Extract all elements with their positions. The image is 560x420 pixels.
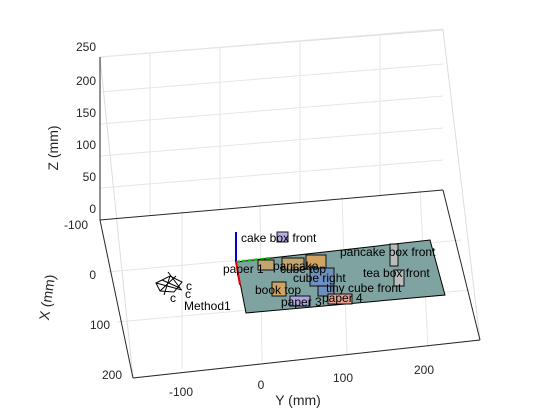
annotation-paper-3: paper 3 (281, 295, 322, 309)
annotation-cube-top: cube top (280, 262, 326, 276)
annotation-tea-box-front: tea box front (363, 266, 430, 280)
object-box-tea-box-front (393, 269, 405, 287)
object-box-paper-4 (327, 293, 353, 305)
z-axis-label: Z (mm) (45, 125, 61, 170)
grid-line-z (99, 28, 444, 58)
z-tick-label: 100 (76, 138, 96, 152)
x-tick-label: -100 (64, 218, 88, 232)
y-tick-label: 0 (258, 378, 265, 392)
z-tick-label: 0 (89, 202, 96, 216)
annotation-labels: cake box front pancake box front paper 1 pa… (223, 231, 436, 309)
y-tick-label: -100 (169, 385, 193, 399)
z-tick-label: 200 (76, 74, 96, 88)
y-tick-labels: -100 0 100 200 (169, 363, 434, 399)
camera-axis-label-2: c (185, 287, 191, 301)
camera-axis-label-3: c (170, 291, 176, 305)
camera-marker (155, 271, 183, 296)
y-tick-label: 100 (333, 371, 353, 385)
annotation-cake-box-front: cake box front (241, 231, 317, 245)
world-x-axis (235, 261, 241, 286)
object-box-book-top (271, 281, 287, 297)
grid-line-z (99, 63, 444, 93)
object-box-paper-3 (289, 295, 311, 307)
camera-axis-label-1: c (186, 279, 192, 293)
x-tick-labels: -100 0 100 200 (64, 218, 122, 382)
x-tick-label: 100 (90, 318, 110, 332)
object-box-paper-1 (257, 259, 275, 271)
grid-line-z (99, 159, 444, 189)
y-tick-label: 200 (414, 363, 434, 377)
annotation-tiny-cube-front: tiny cube front (326, 281, 402, 295)
annotation-paper-1: paper 1 (223, 262, 264, 276)
x-tick-label: 0 (89, 268, 96, 282)
y-axis-label: Y (mm) (275, 392, 321, 408)
annotation-cube-right: cube right (293, 271, 346, 285)
z-tick-label: 50 (83, 170, 97, 184)
object-box-pancake (281, 257, 305, 271)
x-axis-label: X (mm) (36, 273, 58, 321)
annotation-paper-4: paper 4 (322, 291, 363, 305)
z-tick-label: 250 (76, 40, 96, 54)
annotation-pancake: pancake (273, 259, 319, 273)
grid-line-z (99, 127, 444, 157)
object-box-cake-box-front (276, 231, 289, 243)
object-boxes (257, 231, 405, 307)
axes-frame (99, 29, 481, 379)
axis-edges (99, 57, 481, 379)
object-box-tiny-cube-front (317, 285, 335, 297)
z-tick-label: 150 (76, 106, 96, 120)
grid-line-z (99, 95, 444, 125)
z-tick-labels: 0 50 100 150 200 250 (76, 40, 96, 216)
annotation-pancake-box-front: pancake box front (340, 245, 436, 259)
annotation-book-top: book top (255, 283, 301, 297)
x-tick-label: 200 (102, 368, 122, 382)
camera-label: Method1 (184, 299, 231, 313)
object-box-pancake-box-front (389, 243, 399, 267)
grid-lines (99, 28, 471, 369)
